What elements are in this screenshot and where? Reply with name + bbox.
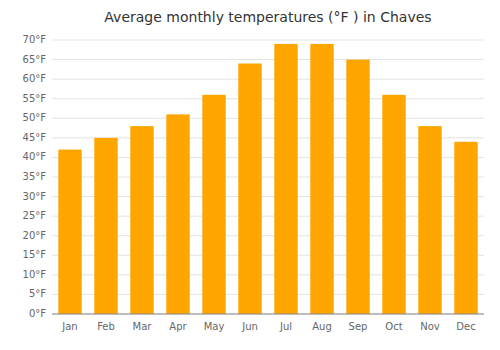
- bar: [202, 95, 225, 314]
- grid-line: [52, 40, 484, 41]
- y-tick-label: 35°F: [23, 171, 47, 182]
- bar: [346, 60, 369, 314]
- grid-line: [52, 98, 484, 99]
- bar: [454, 142, 477, 314]
- grid-line: [52, 79, 484, 80]
- x-tick-label: Aug: [312, 321, 332, 332]
- bar: [58, 150, 81, 314]
- y-tick-label: 20°F: [23, 230, 47, 241]
- y-tick-label: 25°F: [23, 210, 47, 221]
- x-tick-label: Feb: [97, 321, 115, 332]
- y-tick-label: 40°F: [23, 151, 47, 162]
- y-tick-label: 55°F: [23, 93, 47, 104]
- y-tick-label: 15°F: [23, 249, 47, 260]
- y-tick-label: 10°F: [23, 269, 47, 280]
- chart-title: Average monthly temperatures (°F ) in Ch…: [104, 9, 431, 25]
- x-tick-label: Oct: [385, 321, 402, 332]
- y-tick-label: 65°F: [23, 54, 47, 65]
- x-tick-label: Apr: [169, 321, 187, 332]
- x-tick-label: Jan: [61, 321, 77, 332]
- grid-line: [52, 59, 484, 60]
- grid-line: [52, 118, 484, 119]
- x-tick-label: May: [204, 321, 225, 332]
- bars: [58, 44, 477, 314]
- grid-line: [52, 314, 484, 315]
- x-tick-label: Jul: [279, 321, 292, 332]
- bar: [94, 138, 117, 314]
- bar: [166, 114, 189, 314]
- chart-container: Average monthly temperatures (°F ) in Ch…: [0, 0, 500, 350]
- bar: [382, 95, 405, 314]
- y-tick-label: 5°F: [29, 288, 46, 299]
- bar: [274, 44, 297, 314]
- y-tick-label: 60°F: [23, 73, 47, 84]
- x-tick-label: Dec: [456, 321, 475, 332]
- chart-svg: Average monthly temperatures (°F ) in Ch…: [0, 0, 500, 350]
- y-axis: 0°F 5°F 10°F 15°F 20°F 25°F 30°F 35°F 40°F 45°F 50…: [23, 34, 484, 319]
- bar: [238, 63, 261, 314]
- x-tick-label: Nov: [420, 321, 440, 332]
- x-tick-label: Sep: [349, 321, 368, 332]
- x-axis: Jan Feb Mar Apr May Jun Jul Aug Sep Oct Nov Dec: [61, 321, 475, 332]
- y-tick-label: 0°F: [29, 308, 46, 319]
- bar: [130, 126, 153, 314]
- y-tick-label: 70°F: [23, 34, 47, 45]
- y-tick-label: 30°F: [23, 191, 47, 202]
- bar: [310, 44, 333, 314]
- x-axis-line: [52, 314, 484, 315]
- x-tick-label: Mar: [133, 321, 153, 332]
- y-tick-label: 50°F: [23, 112, 47, 123]
- y-tick-label: 45°F: [23, 132, 47, 143]
- x-tick-label: Jun: [241, 321, 258, 332]
- bar: [418, 126, 441, 314]
